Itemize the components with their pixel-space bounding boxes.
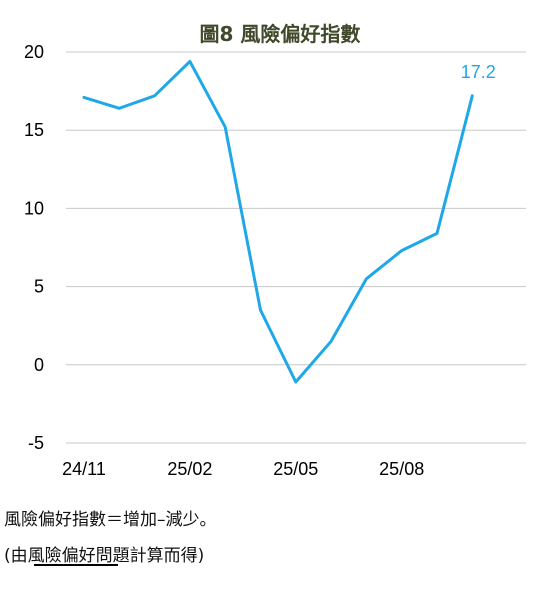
y-axis-ticks: 20 15 10 5 0 -5 [24,42,44,453]
x-tick-label: 25/08 [379,459,424,479]
x-tick-label: 25/05 [273,459,318,479]
series-layer [82,59,474,384]
y-tick-label: 0 [34,355,44,375]
source-underline [34,564,118,566]
last-value-label: 17.2 [461,62,496,82]
y-tick-label: 15 [24,120,44,140]
y-tick-label: -5 [28,433,44,453]
source-note: (由風險偏好問題計算而得) [4,541,204,566]
y-tick-label: 20 [24,42,44,62]
gridlines [66,51,526,444]
y-tick-label: 10 [24,198,44,218]
x-tick-label: 24/11 [62,459,106,479]
source-suffix: 問題計算而得) [95,546,205,566]
series-line [82,59,474,384]
source-prefix: (由 [4,546,28,566]
x-tick-label: 25/02 [167,459,212,479]
x-axis-ticks: 24/11 25/02 25/05 25/08 [62,459,424,479]
y-tick-label: 5 [34,277,44,297]
index-definition-note: 風險偏好指數＝增加–減少。 [4,510,217,530]
source-underlined: 風險偏好 [27,546,96,566]
chart-title: 圖8 風險偏好指數 [200,22,361,46]
